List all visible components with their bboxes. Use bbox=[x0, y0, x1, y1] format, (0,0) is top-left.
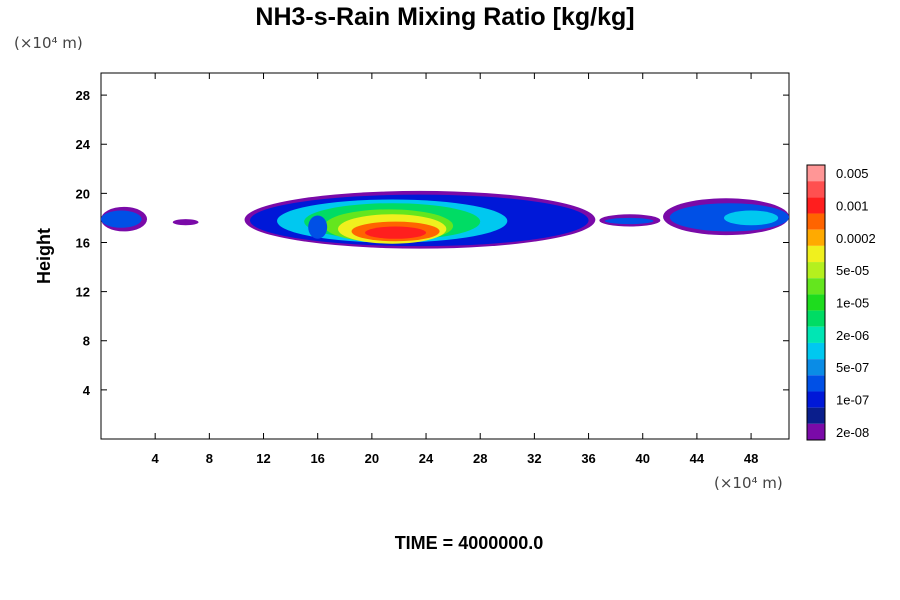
x-tick-label: 8 bbox=[206, 451, 213, 466]
colorbar-label: 2e-08 bbox=[836, 425, 869, 440]
x-tick-label: 16 bbox=[310, 451, 324, 466]
colorbar-swatch bbox=[807, 245, 825, 263]
colorbar-swatch bbox=[807, 326, 825, 343]
colorbar-swatch bbox=[807, 262, 825, 279]
contour-region-1 bbox=[101, 210, 142, 228]
plot-frame bbox=[100, 72, 790, 440]
contour-fill-group bbox=[101, 190, 789, 249]
y-unit-label: (×10⁴ m) bbox=[14, 34, 83, 52]
colorbar-label: 5e-05 bbox=[836, 263, 869, 278]
colorbar-label: 0.005 bbox=[836, 166, 869, 181]
contour-region-11 bbox=[308, 215, 328, 239]
y-tick-label: 4 bbox=[83, 383, 91, 398]
x-tick-label: 20 bbox=[365, 451, 379, 466]
y-axis-label: Height bbox=[34, 228, 54, 284]
x-tick-label: 4 bbox=[152, 451, 160, 466]
colorbar-frame bbox=[806, 164, 826, 441]
colorbar-label: 2e-06 bbox=[836, 328, 869, 343]
x-tick-label: 24 bbox=[419, 451, 434, 466]
x-tick-label: 40 bbox=[635, 451, 649, 466]
colorbar-label: 1e-05 bbox=[836, 296, 869, 311]
chart-title: NH3-s-Rain Mixing Ratio [kg/kg] bbox=[255, 3, 634, 31]
y-tick-label: 16 bbox=[76, 235, 90, 250]
time-label: TIME = 4000000.0 bbox=[395, 533, 544, 553]
colorbar-swatch bbox=[807, 278, 825, 295]
colorbar-swatch bbox=[807, 359, 825, 376]
x-tick-label: 12 bbox=[256, 451, 270, 466]
contour-region-2 bbox=[172, 219, 199, 226]
y-tick-label: 12 bbox=[76, 285, 90, 300]
x-unit-label: (×10⁴ m) bbox=[714, 474, 783, 492]
colorbar-swatch bbox=[807, 197, 825, 214]
colorbar: 2e-08 1e-07 5e-07 2e-06 1e-05 5e-05 0.0002 0.00… bbox=[806, 164, 876, 441]
x-tick-label: 48 bbox=[744, 451, 758, 466]
colorbar-swatch bbox=[807, 229, 825, 246]
y-tick-label: 24 bbox=[76, 137, 91, 152]
contour-region-16 bbox=[723, 210, 779, 226]
colorbar-swatch bbox=[807, 407, 825, 424]
colorbar-label: 0.001 bbox=[836, 198, 869, 213]
colorbar-swatch bbox=[807, 294, 825, 311]
contour-region-10 bbox=[365, 226, 427, 239]
y-tick-label: 8 bbox=[83, 334, 90, 349]
y-tick-label: 28 bbox=[76, 88, 90, 103]
colorbar-swatch bbox=[807, 375, 825, 392]
colorbar-swatch bbox=[807, 310, 825, 327]
colorbar-label: 0.0002 bbox=[836, 231, 876, 246]
colorbar-swatch bbox=[807, 391, 825, 408]
colorbar-swatch bbox=[807, 423, 825, 440]
x-tick-label: 28 bbox=[473, 451, 487, 466]
y-tick-label: 20 bbox=[76, 186, 90, 201]
colorbar-swatch bbox=[807, 342, 825, 360]
x-tick-label: 32 bbox=[527, 451, 541, 466]
contour-region-13 bbox=[604, 217, 654, 225]
x-tick-label: 44 bbox=[690, 451, 705, 466]
colorbar-swatch bbox=[807, 181, 825, 198]
colorbar-label: 5e-07 bbox=[836, 360, 869, 375]
colorbar-swatch bbox=[807, 165, 825, 182]
colorbar-swatch bbox=[807, 213, 825, 230]
colorbar-label: 1e-07 bbox=[836, 393, 869, 408]
x-tick-label: 36 bbox=[581, 451, 595, 466]
